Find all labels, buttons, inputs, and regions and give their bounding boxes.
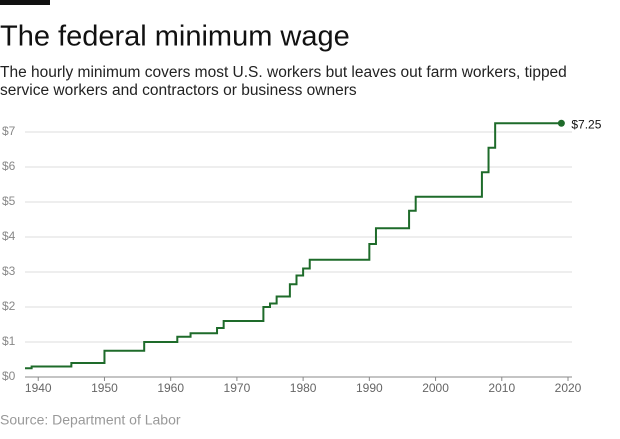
- x-tick-label: 2020: [555, 381, 582, 395]
- y-tick-label: $3: [2, 264, 16, 278]
- x-tick-label: 1950: [91, 381, 118, 395]
- chart-title: The federal minimum wage: [0, 21, 350, 53]
- y-tick-label: $7: [2, 124, 16, 138]
- chart-subtitle: The hourly minimum covers most U.S. work…: [0, 64, 567, 99]
- x-tick-label: 1990: [356, 381, 383, 395]
- x-tick-label: 1980: [290, 381, 317, 395]
- wage-line: [25, 122, 562, 370]
- y-tick-label: $0: [2, 369, 16, 383]
- y-tick-label: $2: [2, 299, 16, 313]
- subtitle-box: The hourly minimum covers most U.S. work…: [0, 64, 567, 99]
- top-bar: [0, 0, 50, 5]
- x-tick-label: 1960: [157, 381, 184, 395]
- value-label: $7.25: [571, 117, 601, 131]
- x-tick-label: 2000: [422, 381, 449, 395]
- x-tick-label: 1940: [25, 381, 52, 395]
- y-tick-label: $4: [2, 229, 16, 243]
- end-dot: [557, 119, 565, 127]
- x-tick-label: 2010: [488, 381, 515, 395]
- chart-source: Source: Department of Labor: [0, 412, 181, 428]
- y-tick-label: $1: [2, 334, 16, 348]
- x-tick-label: 1970: [224, 381, 251, 395]
- y-tick-label: $5: [2, 194, 16, 208]
- y-tick-label: $6: [2, 159, 16, 173]
